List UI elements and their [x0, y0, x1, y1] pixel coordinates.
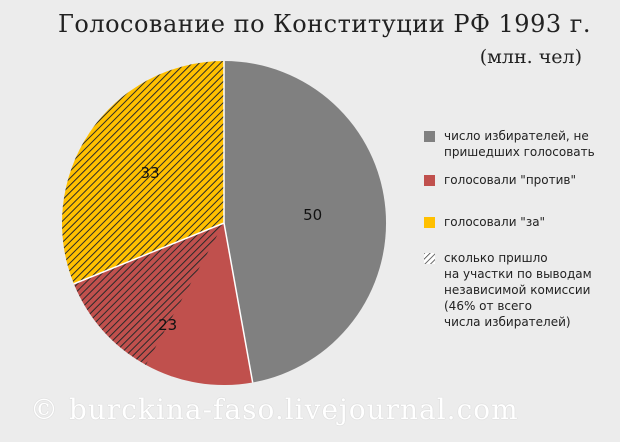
legend-swatch-gray [424, 131, 435, 142]
chart-title: Голосование по Конституции РФ 1993 г. [58, 10, 591, 38]
legend-swatch-red [424, 175, 435, 186]
chart-subtitle: (млн. чел) [479, 46, 582, 68]
legend-label-against: голосовали "против" [444, 173, 577, 187]
legend-item-for: голосовали "за" [424, 214, 545, 230]
legend-swatch-hatch [424, 253, 435, 264]
legend-item-not-voted: число избирателей, не пришедших голосова… [424, 128, 595, 160]
pie-value-label-2: 33 [141, 164, 160, 182]
legend-swatch-yellow [424, 217, 435, 228]
legend-label-not-voted: число избирателей, не пришедших голосова… [444, 129, 595, 159]
pie-value-label-0: 50 [303, 206, 322, 224]
pie-slice-hatch-2 [62, 61, 225, 284]
legend-item-against: голосовали "против" [424, 172, 576, 188]
pie-value-label-1: 23 [158, 316, 177, 334]
legend-item-hatched: сколько пришло на участки по выводам нез… [424, 250, 592, 330]
pie-slice-0 [224, 61, 387, 383]
legend-label-for: голосовали "за" [444, 215, 546, 229]
pie-slice-hatch-1 [73, 223, 224, 365]
pie-separator-2 [73, 222, 225, 285]
pie-separator-1 [223, 222, 254, 383]
legend-label-hatched: сколько пришло на участки по выводам нез… [444, 251, 592, 329]
watermark: © burckina-faso.livejournal.com [30, 393, 519, 426]
